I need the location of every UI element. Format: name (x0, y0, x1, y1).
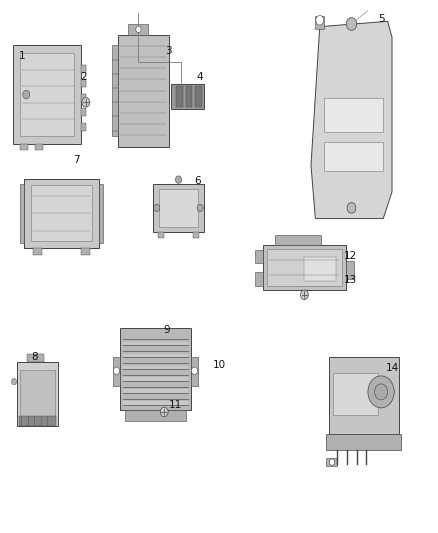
Circle shape (300, 290, 308, 300)
FancyBboxPatch shape (99, 184, 103, 243)
Circle shape (374, 384, 388, 400)
Circle shape (82, 98, 90, 107)
FancyBboxPatch shape (171, 84, 204, 109)
Circle shape (197, 204, 203, 212)
Circle shape (316, 15, 324, 25)
FancyBboxPatch shape (123, 401, 188, 405)
FancyBboxPatch shape (113, 357, 120, 386)
FancyBboxPatch shape (158, 232, 164, 238)
FancyBboxPatch shape (195, 86, 202, 107)
FancyBboxPatch shape (326, 434, 401, 450)
Circle shape (368, 376, 394, 408)
FancyBboxPatch shape (324, 98, 383, 132)
FancyBboxPatch shape (255, 272, 263, 286)
Text: 5: 5 (378, 14, 385, 23)
FancyBboxPatch shape (193, 232, 199, 238)
Text: 8: 8 (31, 352, 38, 362)
Circle shape (113, 367, 120, 375)
FancyBboxPatch shape (27, 354, 44, 362)
Text: 10: 10 (212, 360, 226, 370)
Text: 9: 9 (163, 326, 170, 335)
FancyBboxPatch shape (123, 377, 188, 381)
FancyBboxPatch shape (333, 373, 378, 415)
Circle shape (160, 407, 168, 417)
FancyBboxPatch shape (191, 357, 198, 386)
FancyBboxPatch shape (81, 248, 90, 255)
Circle shape (23, 90, 30, 99)
FancyBboxPatch shape (20, 184, 24, 243)
FancyBboxPatch shape (159, 189, 198, 227)
FancyBboxPatch shape (13, 45, 81, 144)
Text: 7: 7 (73, 155, 80, 165)
FancyBboxPatch shape (81, 108, 86, 116)
FancyBboxPatch shape (315, 16, 324, 29)
Text: 2: 2 (80, 72, 87, 82)
Text: 13: 13 (344, 275, 357, 285)
FancyBboxPatch shape (304, 256, 336, 281)
FancyBboxPatch shape (120, 328, 191, 410)
Circle shape (154, 204, 160, 212)
FancyBboxPatch shape (267, 249, 342, 286)
FancyBboxPatch shape (125, 410, 186, 421)
FancyBboxPatch shape (20, 144, 28, 150)
FancyBboxPatch shape (128, 24, 148, 35)
FancyBboxPatch shape (123, 390, 188, 393)
FancyBboxPatch shape (19, 416, 56, 426)
Circle shape (191, 367, 198, 375)
FancyBboxPatch shape (123, 353, 188, 357)
Circle shape (346, 18, 357, 30)
Circle shape (136, 26, 141, 33)
Text: 1: 1 (18, 51, 25, 61)
Circle shape (347, 203, 356, 213)
Text: 14: 14 (385, 363, 399, 373)
FancyBboxPatch shape (112, 45, 118, 136)
FancyBboxPatch shape (275, 235, 321, 245)
FancyBboxPatch shape (20, 370, 55, 416)
FancyBboxPatch shape (17, 362, 58, 426)
FancyBboxPatch shape (186, 86, 192, 107)
FancyBboxPatch shape (35, 144, 43, 150)
FancyBboxPatch shape (81, 79, 86, 87)
FancyBboxPatch shape (24, 179, 99, 248)
FancyBboxPatch shape (81, 65, 86, 73)
Text: 12: 12 (344, 251, 357, 261)
FancyBboxPatch shape (33, 248, 42, 255)
Text: 4: 4 (196, 72, 203, 82)
FancyBboxPatch shape (324, 142, 383, 171)
FancyBboxPatch shape (176, 86, 183, 107)
Text: 3: 3 (165, 46, 172, 55)
FancyBboxPatch shape (20, 53, 74, 136)
Circle shape (11, 378, 17, 385)
FancyBboxPatch shape (31, 185, 92, 241)
FancyBboxPatch shape (153, 184, 204, 232)
Circle shape (175, 176, 181, 183)
FancyBboxPatch shape (123, 342, 188, 345)
Circle shape (329, 459, 335, 465)
Text: 11: 11 (169, 400, 182, 410)
FancyBboxPatch shape (81, 94, 86, 102)
Polygon shape (311, 21, 392, 219)
FancyBboxPatch shape (263, 245, 346, 290)
FancyBboxPatch shape (326, 458, 337, 466)
FancyBboxPatch shape (118, 35, 169, 147)
FancyBboxPatch shape (123, 366, 188, 369)
FancyBboxPatch shape (328, 357, 399, 434)
FancyBboxPatch shape (255, 249, 263, 263)
Text: 6: 6 (194, 176, 201, 186)
FancyBboxPatch shape (346, 261, 354, 279)
FancyBboxPatch shape (81, 123, 86, 131)
